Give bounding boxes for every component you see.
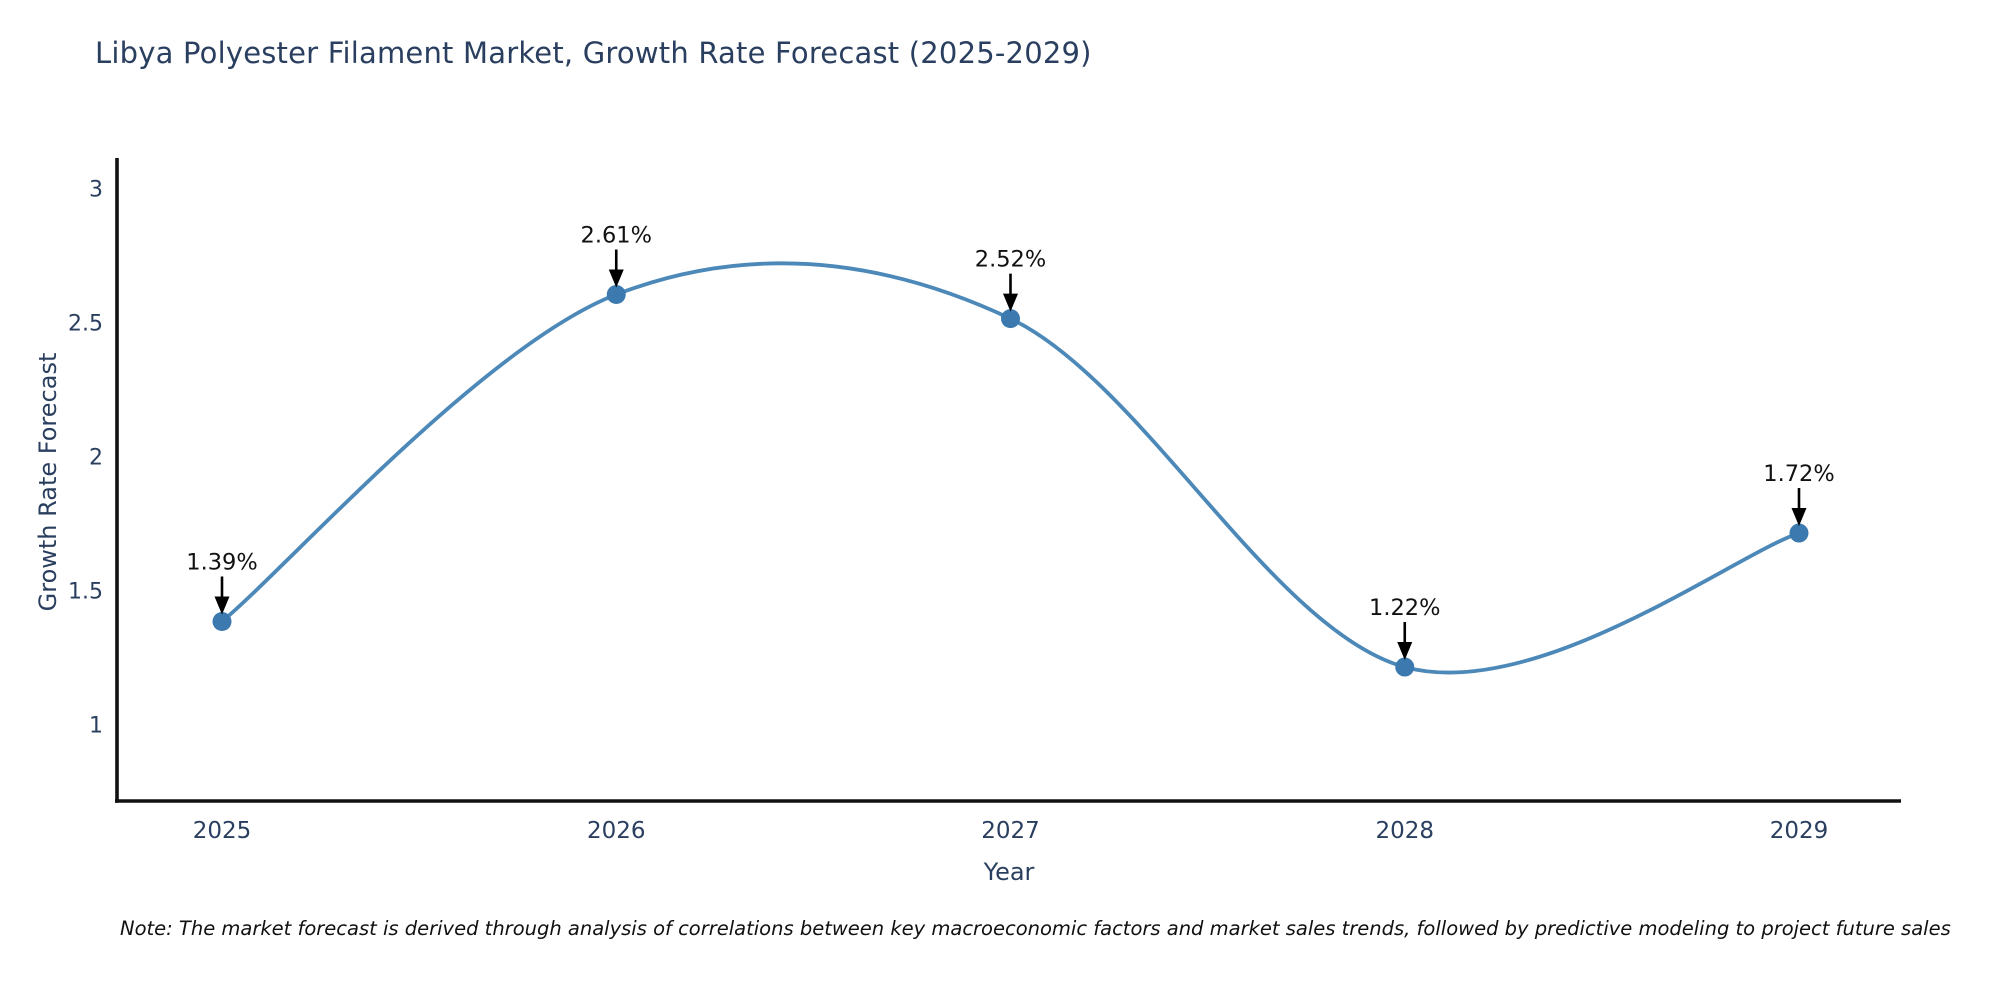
point-annotation-label: 1.22%	[1369, 595, 1440, 621]
annotation-arrowhead	[608, 269, 624, 288]
annotation-arrowhead	[1791, 508, 1807, 527]
annotation-arrowhead	[1003, 293, 1018, 312]
x-tick-label: 2025	[193, 818, 252, 844]
point-annotation-label: 2.61%	[581, 223, 652, 249]
data-point-marker	[212, 611, 232, 631]
point-annotation-label: 2.52%	[975, 247, 1046, 273]
point-annotation-label: 1.72%	[1763, 461, 1834, 487]
y-tick-label: 2.5	[68, 312, 103, 337]
y-tick-label: 2	[89, 446, 103, 471]
x-axis-title: Year	[983, 858, 1035, 886]
data-point-marker	[1001, 309, 1020, 329]
data-point-marker	[606, 285, 626, 305]
chart-note: Note: The market forecast is derived thr…	[120, 917, 1951, 940]
y-axis-title: Growth Rate Forecast	[34, 352, 62, 612]
y-tick-label: 1	[89, 714, 103, 739]
annotation-arrowhead	[214, 596, 230, 615]
x-tick-label: 2029	[1770, 818, 1829, 844]
annotation-arrowhead	[1397, 642, 1413, 661]
chart-title: Libya Polyester Filament Market, Growth …	[95, 36, 1092, 70]
y-tick-label: 1.5	[68, 580, 103, 605]
data-point-marker	[1789, 523, 1809, 543]
x-tick-label: 2026	[587, 818, 646, 844]
y-tick-label: 3	[89, 178, 103, 203]
x-tick-label: 2028	[1375, 818, 1434, 844]
data-point-marker	[1395, 657, 1415, 677]
x-tick-label: 2027	[981, 818, 1040, 844]
point-annotation-label: 1.39%	[186, 549, 257, 575]
